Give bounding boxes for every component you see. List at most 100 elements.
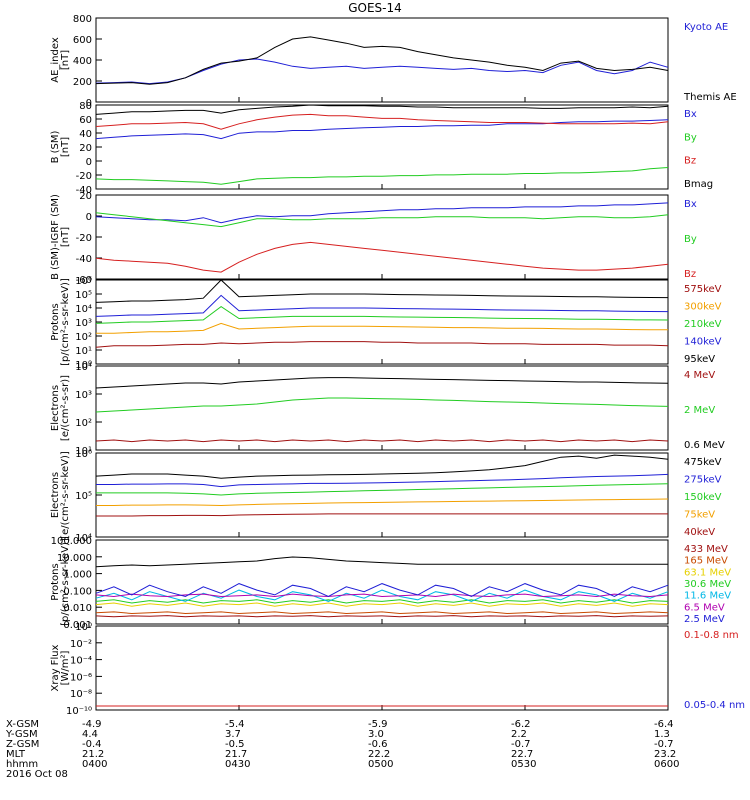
- legend-entry: 2.5 MeV: [684, 614, 725, 625]
- series-line: [95, 589, 669, 602]
- y-tick-label: 10⁰: [75, 622, 92, 633]
- y-tick-label: 10⁴: [75, 304, 92, 315]
- legend-entry: 0.1-0.8 nm: [684, 630, 739, 641]
- y-tick-label: 10³: [75, 318, 92, 329]
- y-axis-label: Protons: [50, 563, 61, 600]
- y-tick-label: 20: [79, 191, 92, 202]
- y-tick-label: 0.010: [63, 603, 92, 614]
- series-line: [95, 104, 669, 115]
- panel-frame: [95, 17, 669, 103]
- ephemeris-col-5: 23.2: [654, 749, 677, 760]
- series-line: [96, 513, 668, 517]
- ephemeris-col-1: -0.4: [82, 739, 102, 750]
- legend-entry: 300keV: [684, 302, 722, 313]
- y-tick-label: 10⁴: [75, 533, 92, 544]
- legend-entry: 210keV: [684, 319, 722, 330]
- y-tick-label: 10⁻⁶: [70, 672, 92, 683]
- series-line: [95, 583, 669, 598]
- y-tick-label: -60: [76, 275, 92, 286]
- plot-title: GOES-14: [348, 1, 402, 15]
- series-line: [95, 279, 669, 303]
- legend-entry: 140keV: [684, 337, 722, 348]
- y-tick-label: 400: [73, 56, 92, 67]
- series-line: [96, 483, 669, 496]
- ephemeris-col-2: 0430: [225, 759, 251, 770]
- y-tick-label: 10¹: [75, 446, 92, 457]
- footer-date: 2016 Oct 08: [6, 769, 68, 780]
- y-tick-label: 10⁻⁴: [70, 656, 92, 667]
- y-tick-label: 0.100: [63, 586, 92, 597]
- panel-frame: [95, 194, 669, 280]
- ephemeris-col-3: -5.9: [368, 719, 388, 730]
- legend-entry: 0.6 MeV: [684, 440, 725, 451]
- y-axis-label: B (SM): [50, 130, 61, 163]
- y-tick-label: 800: [73, 14, 92, 25]
- series-line: [95, 615, 669, 618]
- legend-entry: Bx: [684, 199, 697, 210]
- y-tick-label: 0: [86, 212, 92, 223]
- ephemeris-col-5: 0600: [654, 759, 680, 770]
- series-line: [95, 611, 669, 615]
- ephemeris-col-5: 1.3: [654, 729, 670, 740]
- y-tick-label: -40: [76, 185, 92, 196]
- y-tick-label: 10¹: [75, 346, 92, 357]
- y-tick-label: 100.000: [51, 536, 92, 547]
- ephemeris-col-1: 4.4: [82, 729, 98, 740]
- y-axis-label: Protons: [50, 303, 61, 340]
- ephemeris-col-2: 21.7: [225, 749, 248, 760]
- legend-entry: 11.6 MeV: [684, 591, 731, 602]
- legend-entry: 150keV: [684, 492, 722, 503]
- ephemeris-col-4: -6.2: [511, 719, 531, 730]
- legend-entry: 63.1 MeV: [684, 567, 731, 578]
- series-line: [95, 113, 669, 130]
- ephemeris-col-2: -5.4: [225, 719, 245, 730]
- legend-entry: 0.05-0.4 nm: [684, 700, 745, 711]
- series-line: [95, 397, 669, 413]
- legend-entry: 433 MeV: [684, 544, 728, 555]
- series-line: [95, 556, 668, 568]
- footer-label-ygsm: Y-GSM: [6, 729, 38, 740]
- series-line: [95, 36, 669, 85]
- y-tick-label: 40: [79, 129, 92, 140]
- y-axis-label: [nT]: [60, 227, 71, 247]
- series-line: [95, 341, 669, 348]
- panel-frame: [95, 452, 669, 538]
- y-tick-label: 10⁵: [75, 491, 92, 502]
- y-tick-label: 200: [73, 77, 92, 88]
- ephemeris-col-3: 3.0: [368, 729, 384, 740]
- y-tick-label: 10⁵: [75, 290, 92, 301]
- footer-label-xgsm: X-GSM: [6, 719, 40, 730]
- panel-frame: [95, 625, 669, 711]
- y-axis-label: Electrons: [50, 385, 61, 431]
- ephemeris-col-1: 21.2: [82, 749, 105, 760]
- y-tick-label: 10⁶: [75, 276, 92, 287]
- legend-entry: By: [684, 132, 697, 143]
- y-tick-label: 10³: [75, 390, 92, 401]
- y-tick-label: -20: [76, 233, 92, 244]
- y-axis-label: Electrons: [50, 472, 61, 518]
- series-line: [95, 167, 669, 185]
- series-line: [95, 119, 669, 140]
- series-line: [95, 202, 669, 224]
- ephemeris-col-5: -6.4: [654, 719, 674, 730]
- series-line: [95, 294, 669, 317]
- y-tick-label: 10²: [75, 332, 92, 343]
- ephemeris-col-4: 0530: [511, 759, 537, 770]
- y-tick-label: 10²: [75, 418, 92, 429]
- series-line: [96, 473, 669, 488]
- legend-entry: 165 MeV: [684, 556, 728, 567]
- legend-entry: Bz: [684, 269, 696, 280]
- ephemeris-col-3: -0.6: [368, 739, 388, 750]
- series-line: [95, 439, 669, 443]
- legend-entry: Bx: [684, 109, 697, 120]
- ephemeris-col-3: 0500: [368, 759, 394, 770]
- y-axis-label: B (SM)-IGRF (SM): [50, 194, 61, 280]
- series-line: [95, 212, 669, 228]
- ephemeris-col-4: 22.7: [511, 749, 534, 760]
- ephemeris-col-2: 3.7: [225, 729, 241, 740]
- ephemeris-col-3: 22.2: [368, 749, 391, 760]
- legend-entry: 275keV: [684, 475, 722, 486]
- series-line: [95, 593, 669, 598]
- ephemeris-col-1: 0400: [82, 759, 108, 770]
- y-axis-label: AE_index: [50, 37, 61, 83]
